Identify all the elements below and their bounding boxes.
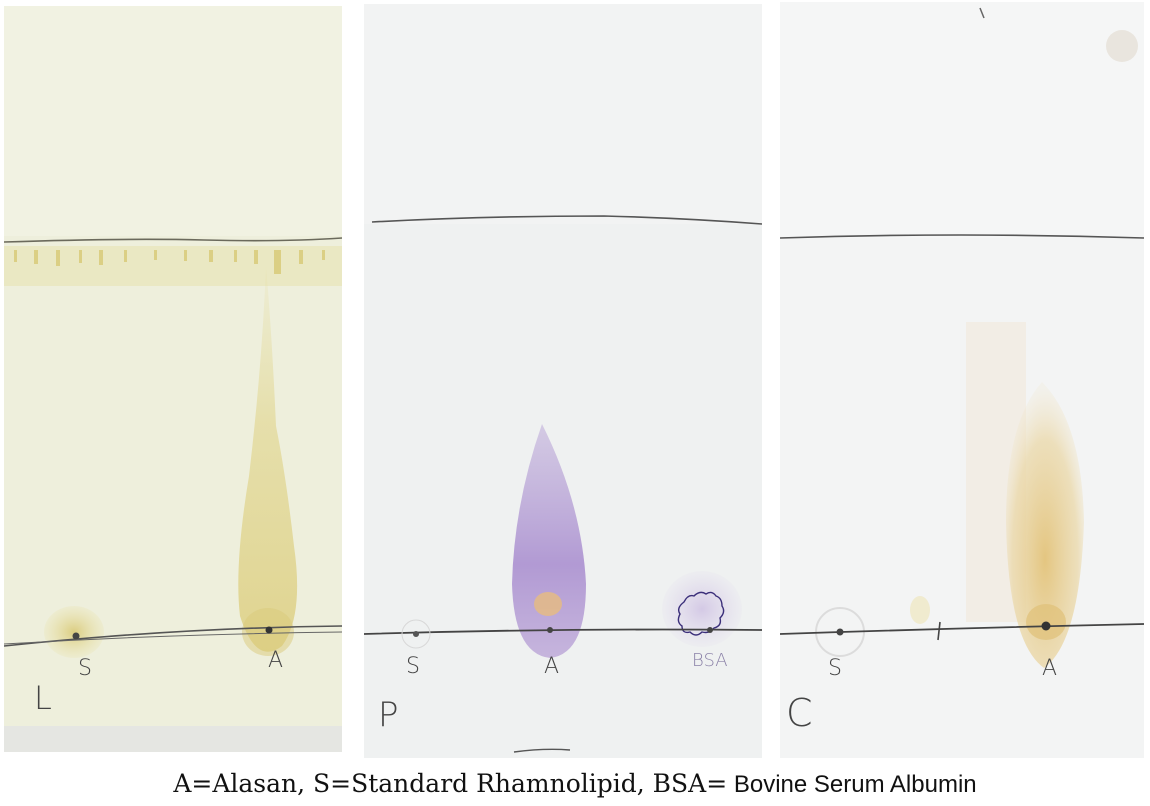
- lane-label-s: S: [406, 654, 420, 679]
- caption-bsa-meaning: Bovine Serum Albumin: [727, 771, 977, 798]
- tlc-plate-p: S A BSA P: [364, 4, 762, 758]
- figure-caption: A=Alasan, S=Standard Rhamnolipid, BSA= B…: [0, 764, 1150, 804]
- plate-c-graphic: [780, 2, 1144, 668]
- caption-abbreviations: A=Alasan, S=Standard Rhamnolipid, BSA=: [173, 769, 728, 798]
- lane-label-s: S: [78, 656, 92, 681]
- lane-label-a: A: [544, 654, 560, 679]
- tlc-plate-c: S A C: [780, 2, 1144, 758]
- lane-label-a: A: [268, 648, 284, 673]
- lane-label-a: A: [1042, 656, 1058, 681]
- lane-label-s: S: [828, 656, 842, 681]
- plate-l-graphic: [4, 6, 342, 752]
- plate-letter-p: P: [378, 695, 399, 735]
- plate-letter-l: L: [34, 679, 52, 717]
- plate-p-graphic: [364, 4, 762, 753]
- lane-label-bsa: BSA: [692, 650, 728, 671]
- tlc-plate-l: S A L: [4, 6, 342, 752]
- plate-letter-c: C: [786, 691, 813, 735]
